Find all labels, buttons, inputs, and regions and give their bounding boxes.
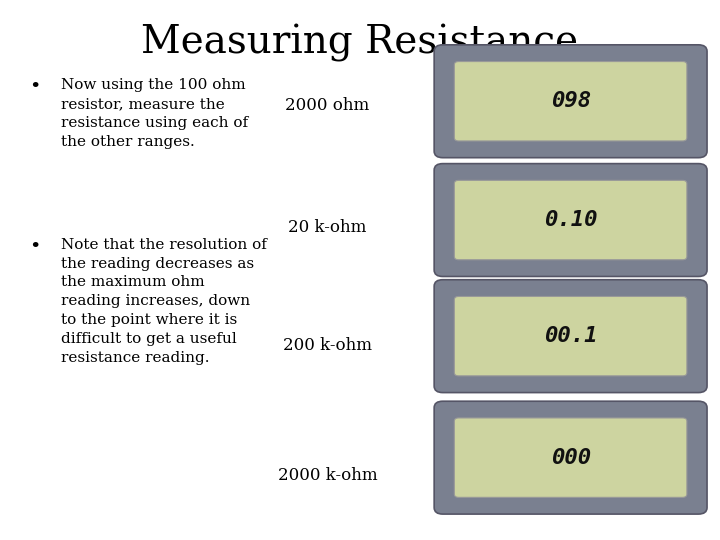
FancyBboxPatch shape [454, 418, 687, 497]
Text: 2000 k-ohm: 2000 k-ohm [278, 467, 377, 484]
Text: •: • [29, 238, 40, 255]
Text: 2000 ohm: 2000 ohm [285, 97, 370, 114]
Text: 0.10: 0.10 [544, 210, 598, 230]
FancyBboxPatch shape [434, 164, 707, 276]
FancyBboxPatch shape [434, 280, 707, 393]
FancyBboxPatch shape [434, 401, 707, 514]
Text: 20 k-ohm: 20 k-ohm [289, 219, 366, 235]
Text: 098: 098 [551, 91, 590, 111]
Text: Now using the 100 ohm
resistor, measure the
resistance using each of
the other r: Now using the 100 ohm resistor, measure … [61, 78, 248, 149]
FancyBboxPatch shape [434, 45, 707, 158]
Text: Measuring Resistance: Measuring Resistance [141, 24, 579, 62]
Text: 00.1: 00.1 [544, 326, 598, 346]
FancyBboxPatch shape [454, 180, 687, 260]
Text: Note that the resolution of
the reading decreases as
the maximum ohm
reading inc: Note that the resolution of the reading … [61, 238, 267, 365]
Text: 200 k-ohm: 200 k-ohm [283, 338, 372, 354]
FancyBboxPatch shape [454, 62, 687, 141]
FancyBboxPatch shape [454, 296, 687, 376]
Text: 000: 000 [551, 448, 590, 468]
Text: •: • [29, 78, 40, 96]
